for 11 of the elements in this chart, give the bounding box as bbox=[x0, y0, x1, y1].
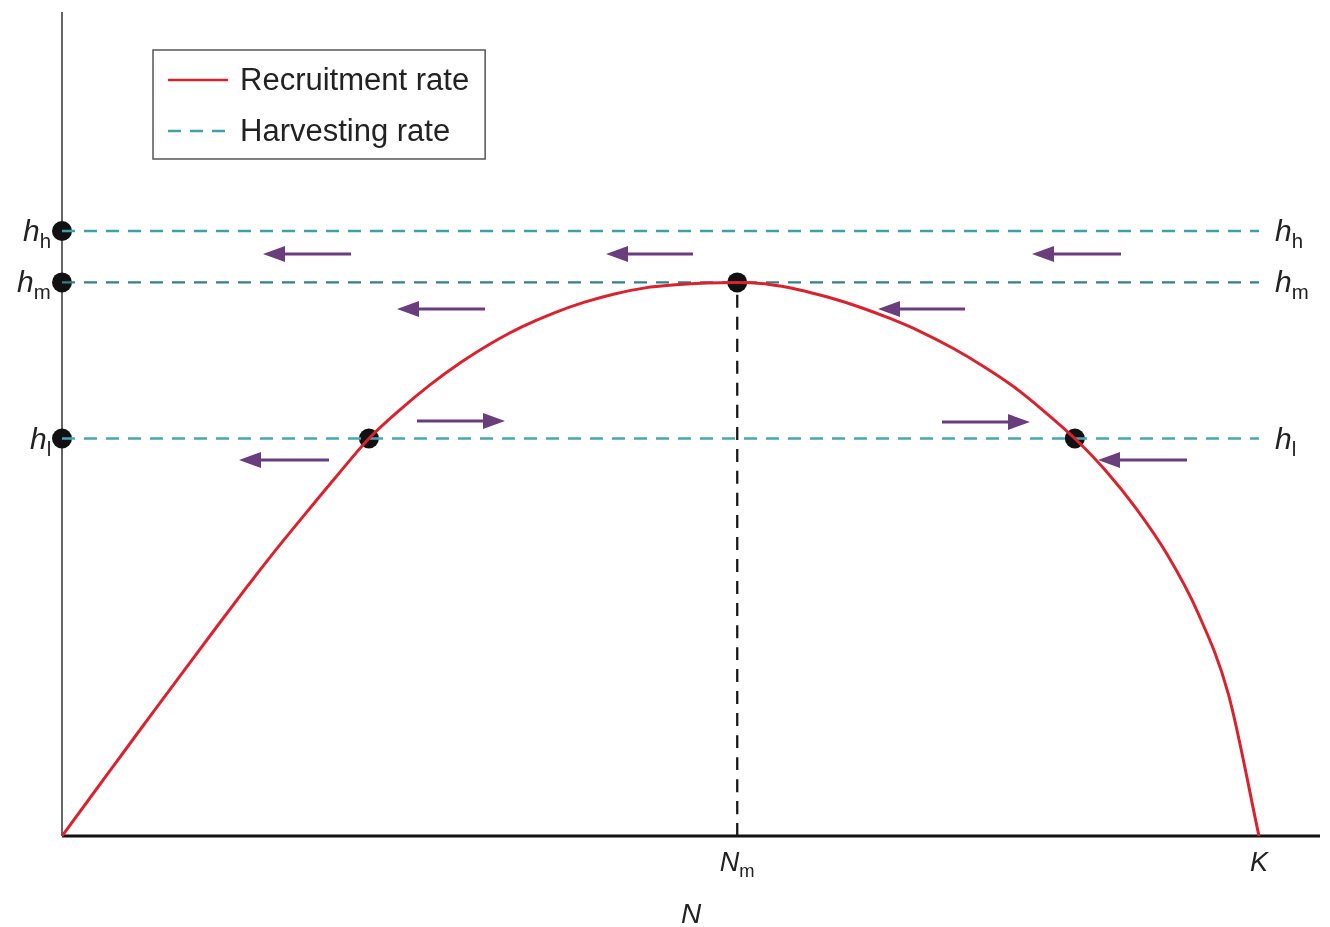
annotation: h$_{h}$ bbox=[1275, 214, 1304, 252]
annotation: h$_{l}$ bbox=[30, 421, 52, 460]
annotation: h$_{m}$ bbox=[17, 265, 51, 303]
annotation: h$_{l}$ bbox=[1275, 421, 1297, 460]
annotation: h$_{h}$ bbox=[23, 214, 52, 252]
x-axis-title: N bbox=[681, 898, 702, 927]
legend-label: Recruitment rate bbox=[240, 61, 470, 97]
x-tick-label: N$_{m}$ bbox=[719, 847, 755, 881]
annotation: h$_{m}$ bbox=[1275, 265, 1309, 303]
legend-label: Harvesting rate bbox=[240, 112, 451, 148]
x-tick-label: K bbox=[1250, 847, 1269, 877]
